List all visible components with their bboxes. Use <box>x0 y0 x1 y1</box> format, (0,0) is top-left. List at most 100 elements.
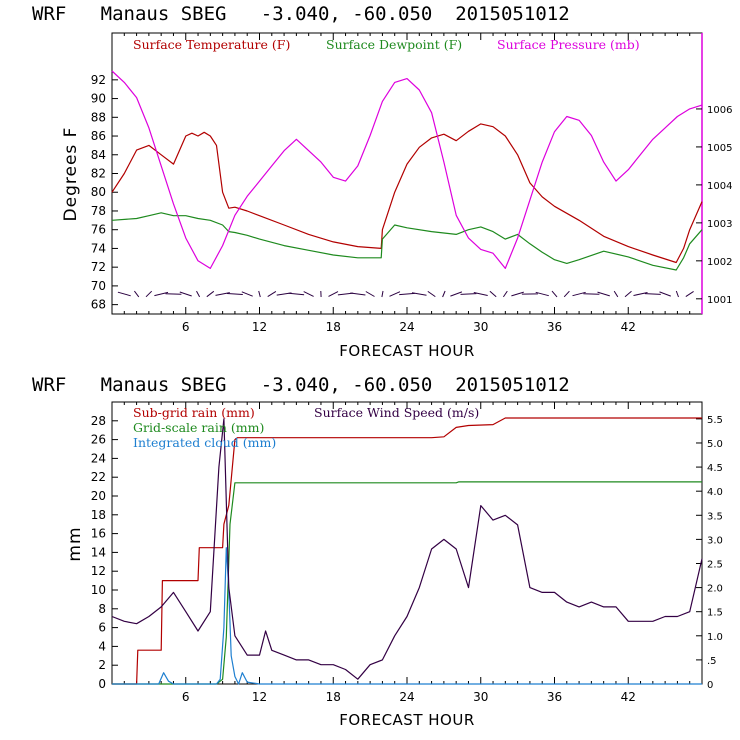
wind-barb <box>267 290 277 298</box>
wind-barb <box>381 290 384 298</box>
chart1-y2tick-label: 1001 <box>707 295 732 306</box>
chart2-x-axis-label: FORECAST HOUR <box>339 711 475 729</box>
chart2-ytick-label: 26 <box>91 433 106 447</box>
chart1-ytick-label: 90 <box>91 92 106 106</box>
chart2-y2tick-label: 0 <box>707 680 713 691</box>
chart1-xtick-label: 6 <box>182 320 190 334</box>
chart2-ytick-label: 4 <box>98 639 106 653</box>
wind-barb <box>535 291 549 297</box>
legend-integrated-cloud: Integrated cloud (mm) <box>133 435 276 450</box>
chart1-y2tick-label: 1002 <box>707 257 732 268</box>
series-surface-temperature-f <box>111 123 703 264</box>
wind-barb <box>365 291 375 297</box>
chart1-y2tick-label: 1004 <box>707 181 732 192</box>
legend-surface-temperature: Surface Temperature (F) <box>133 37 290 52</box>
chart1-y2tick-label: 1005 <box>707 143 732 154</box>
chart1-ytick-label: 74 <box>91 241 106 255</box>
chart1-ytick-label: 82 <box>91 167 106 181</box>
chart2-y2tick-label: 3.0 <box>707 535 723 546</box>
chart2-ytick-label: 28 <box>91 414 106 428</box>
wind-barb <box>165 293 182 295</box>
wind-barb <box>489 290 497 298</box>
legend-surface-pressure: Surface Pressure (mb) <box>497 37 640 52</box>
wind-barb <box>572 291 586 297</box>
chart1-y2tick-label: 1006 <box>707 105 732 116</box>
temperature-chart: WRF Manaus SBEG -3.040, -60.050 20150510… <box>32 3 732 360</box>
chart1-xtick-label: 18 <box>326 320 341 334</box>
series-integrated-cloud-mm <box>112 547 702 685</box>
chart2-xtick-label: 6 <box>182 690 190 704</box>
wind-barb <box>613 290 619 298</box>
chart1-xtick-label: 24 <box>399 320 414 334</box>
chart2-ytick-label: 10 <box>91 583 106 597</box>
chart1-ytick-label: 92 <box>91 73 106 87</box>
chart2-xtick-label: 42 <box>621 690 636 704</box>
chart1-ytick-label: 68 <box>91 298 106 312</box>
wind-barb <box>350 292 366 296</box>
series-grid-scale-rain-mm <box>112 481 702 685</box>
chart2-y2tick-label: 2.5 <box>707 559 723 570</box>
chart2-y2tick-label: 4.0 <box>707 487 723 498</box>
chart1-xtick-label: 30 <box>473 320 488 334</box>
series-surface-dewpoint-f <box>111 212 703 271</box>
chart1-ticks: 6 12 18 24 30 36 42 68 70 72 74 76 78 80 82 84 86 88 90 92 1… <box>91 33 732 334</box>
chart2-ytick-label: 20 <box>91 489 106 503</box>
chart2-y2tick-label: 3.5 <box>707 511 723 522</box>
chart2-ytick-label: 16 <box>91 527 106 541</box>
chart2-y2tick-label: 2.0 <box>707 584 723 595</box>
wind-barb <box>511 291 524 297</box>
chart2-ytick-label: 8 <box>98 602 106 616</box>
chart1-ytick-label: 70 <box>91 279 106 293</box>
chart1-x-axis-label: FORECAST HOUR <box>339 342 475 360</box>
chart2-y2tick-label: 5.0 <box>707 439 723 450</box>
chart1-ytick-label: 78 <box>91 204 106 218</box>
chart2-ytick-label: 2 <box>98 658 106 672</box>
chart1-plot-frame <box>111 32 703 315</box>
chart2-ytick-label: 0 <box>98 677 106 691</box>
wind-barb <box>563 290 570 298</box>
chart2-ytick-label: 12 <box>91 564 106 578</box>
series-sub-grid-rain-mm <box>112 417 702 685</box>
wind-barb <box>196 290 201 298</box>
wind-barb <box>226 293 243 295</box>
chart1-xtick-label: 36 <box>547 320 562 334</box>
chart2-y2tick-label: .5 <box>707 656 717 667</box>
chart1-xtick-label: 12 <box>252 320 267 334</box>
chart2-series <box>111 417 703 685</box>
wind-barb <box>389 291 401 297</box>
chart1-ytick-label: 88 <box>91 110 106 124</box>
wind-barb <box>473 292 488 296</box>
chart2-y-axis-label: mm <box>65 526 85 561</box>
legend-gridscale-rain: Grid-scale rain (mm) <box>133 420 264 435</box>
wind-barb <box>502 290 508 298</box>
chart1-xtick-label: 42 <box>621 320 636 334</box>
chart1-ytick-label: 76 <box>91 223 106 237</box>
chart2-y2tick-label: 1.0 <box>707 632 723 643</box>
chart2-ticks: 6 12 18 24 30 36 4202468101214161820222426280.… <box>91 402 723 704</box>
chart1-ytick-label: 80 <box>91 185 106 199</box>
wind-barb <box>328 291 339 297</box>
wind-barb <box>450 291 463 297</box>
wind-barbs <box>117 290 694 298</box>
wind-barb <box>659 291 671 297</box>
wind-barb <box>411 292 427 296</box>
wind-barb <box>258 290 261 298</box>
chart2-y2tick-label: 1.5 <box>707 608 723 619</box>
wind-barb <box>624 290 632 298</box>
wind-barb <box>644 293 661 295</box>
chart2-ytick-label: 18 <box>91 508 106 522</box>
chart1-legend: Surface Temperature (F) Surface Dewpoint… <box>133 37 640 52</box>
chart2-title: WRF Manaus SBEG -3.040, -60.050 20150510… <box>32 374 570 396</box>
wind-barb <box>145 290 153 298</box>
chart2-xtick-label: 30 <box>473 690 488 704</box>
precipitation-chart: WRF Manaus SBEG -3.040, -60.050 20150510… <box>32 374 723 729</box>
chart1-ytick-label: 72 <box>91 260 106 274</box>
chart2-ytick-label: 14 <box>91 545 106 559</box>
wind-barb <box>134 290 140 298</box>
wind-barb <box>427 290 436 298</box>
wind-barb <box>675 290 679 298</box>
chart1-title: WRF Manaus SBEG -3.040, -60.050 20150510… <box>32 3 570 25</box>
wind-barb <box>633 292 648 296</box>
chart2-legend: Sub-grid rain (mm) Surface Wind Speed (m… <box>133 405 479 450</box>
wind-barb <box>442 290 446 298</box>
